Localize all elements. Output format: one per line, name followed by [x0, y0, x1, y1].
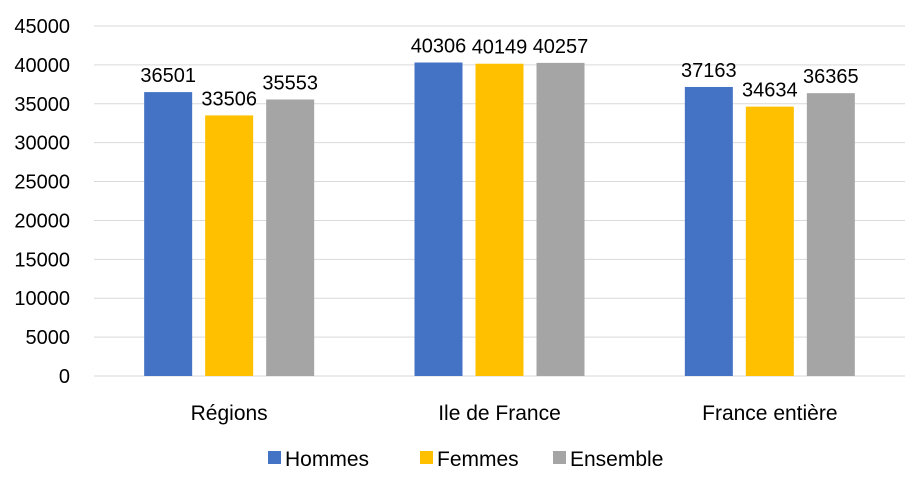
data-label: 36501: [140, 65, 196, 87]
bars: [144, 62, 855, 377]
bar-ensemble-1: [536, 62, 585, 376]
y-tick-label: 25000: [14, 172, 70, 194]
bar-femmes-0: [205, 115, 254, 377]
legend-label-hommes: Hommes: [285, 448, 369, 471]
y-tick-label: 5000: [26, 327, 71, 349]
y-tick-label: 30000: [14, 133, 70, 155]
data-label: 34634: [742, 80, 798, 102]
data-label: 33506: [201, 88, 257, 110]
data-label: 37163: [681, 60, 737, 82]
data-label: 36365: [803, 66, 859, 88]
x-category-label: Régions: [191, 402, 268, 425]
bar-femmes-2: [745, 106, 794, 376]
legend-swatch-hommes: [268, 451, 281, 464]
data-label: 35553: [262, 72, 318, 94]
bar-ensemble-0: [266, 99, 315, 376]
x-category-label: France entière: [702, 402, 837, 425]
data-label: 40306: [411, 36, 467, 58]
y-tick-label: 45000: [14, 16, 70, 38]
bar-hommes-0: [144, 92, 193, 376]
y-axis-tick-labels: 0 5000 10000 15000 20000 25000 30000 35000 40000…: [14, 16, 70, 388]
y-tick-label: 15000: [14, 249, 70, 271]
legend-swatch-ensemble: [553, 451, 566, 464]
x-category-label: Ile de France: [438, 402, 561, 425]
x-axis-category-labels: Régions Ile de France France entière: [191, 402, 838, 425]
legend-label-ensemble: Ensemble: [570, 448, 663, 471]
legend: Hommes Femmes Ensemble: [268, 448, 663, 471]
legend-label-femmes: Femmes: [437, 448, 519, 471]
bar-ensemble-2: [806, 93, 855, 377]
y-tick-label: 0: [59, 366, 70, 388]
y-tick-label: 10000: [14, 288, 70, 310]
data-label: 40149: [472, 37, 528, 59]
bar-femmes-1: [475, 63, 524, 376]
legend-swatch-femmes: [420, 451, 433, 464]
bar-hommes-1: [414, 62, 463, 377]
bar-hommes-2: [684, 86, 733, 377]
y-tick-label: 40000: [14, 55, 70, 77]
y-tick-label: 20000: [14, 210, 70, 232]
y-tick-label: 35000: [14, 94, 70, 116]
data-label: 40257: [533, 36, 589, 58]
